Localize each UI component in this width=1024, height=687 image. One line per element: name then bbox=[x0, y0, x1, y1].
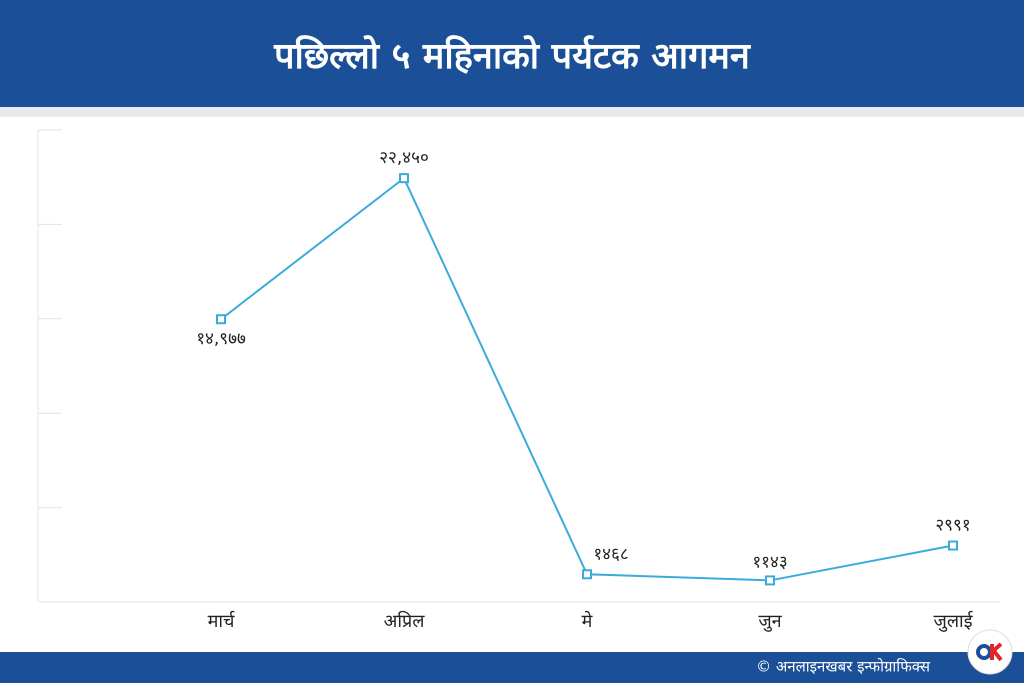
marker bbox=[765, 575, 775, 586]
marker bbox=[216, 314, 226, 325]
x-tick-label: जुलाई bbox=[933, 610, 973, 632]
x-tick-label: जुन bbox=[758, 611, 782, 632]
chart-title: पछिल्लो ५ महिनाको पर्यटक आगमन bbox=[273, 35, 752, 77]
header-strip bbox=[0, 107, 1024, 117]
value-label: १४६८ bbox=[593, 544, 628, 564]
value-label: ११४३ bbox=[752, 552, 787, 572]
footer-band bbox=[0, 652, 1024, 683]
source: © अनलाइनखबर इन्फोग्राफिक्स bbox=[756, 658, 931, 676]
x-tick-label: मे bbox=[582, 610, 594, 632]
header-band bbox=[0, 0, 1024, 107]
value-label: २२,४५० bbox=[379, 148, 429, 168]
value-label: २९९१ bbox=[935, 516, 970, 536]
value-label: १४,९७७ bbox=[196, 329, 246, 349]
logo-k bbox=[990, 642, 1003, 662]
x-tick-label: मार्च bbox=[208, 610, 236, 632]
marker bbox=[948, 540, 958, 551]
marker bbox=[582, 569, 592, 580]
logo bbox=[967, 629, 1013, 675]
line bbox=[220, 176, 954, 582]
marker bbox=[399, 173, 409, 184]
x-tick-label: अप्रिल bbox=[384, 610, 426, 632]
